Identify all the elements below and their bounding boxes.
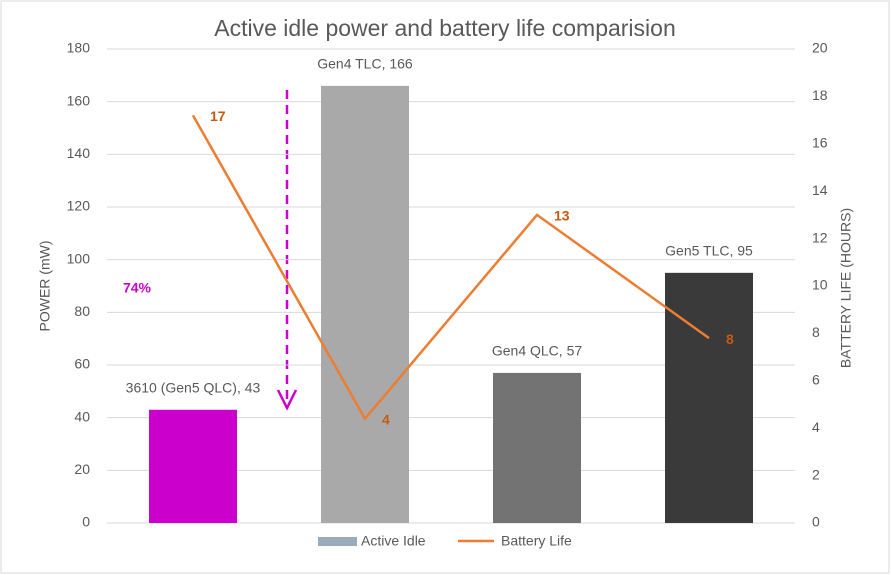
bar <box>493 372 581 523</box>
y2-tick-label: 12 <box>812 229 828 245</box>
y-tick-label: 120 <box>67 198 91 214</box>
y-tick-label: 100 <box>67 250 91 266</box>
y-tick-label: 0 <box>82 514 90 530</box>
line-value-label: 13 <box>554 208 570 224</box>
y2-axis-title: BATTERY LIFE (HOURS) <box>838 208 854 368</box>
bar-value-label: Gen4 QLC, 57 <box>492 343 582 359</box>
y2-tick-label: 16 <box>812 135 828 151</box>
y2-tick-label: 2 <box>812 466 820 482</box>
legend-swatch <box>318 537 357 546</box>
line-value-label: 8 <box>726 331 734 347</box>
y2-tick-label: 14 <box>812 182 828 198</box>
y-tick-label: 40 <box>74 408 90 424</box>
annotation-text: 74% <box>123 280 152 296</box>
y-tick-label: 60 <box>74 356 90 372</box>
chart-title: Active idle power and battery life compa… <box>214 15 676 41</box>
y-tick-label: 20 <box>74 461 90 477</box>
y2-tick-label: 18 <box>812 87 828 103</box>
line <box>191 114 710 421</box>
y2-tick-label: 10 <box>812 277 828 293</box>
y2-tick-label: 4 <box>812 419 820 435</box>
legend-label: Active Idle <box>361 533 426 549</box>
bar-value-label: Gen5 TLC, 95 <box>665 243 753 259</box>
bar-value-label: Gen4 TLC, 166 <box>317 56 413 72</box>
y2-tick-label: 0 <box>812 514 820 530</box>
y-tick-label: 160 <box>67 92 91 108</box>
bar-value-label: 3610 (Gen5 QLC), 43 <box>126 379 261 395</box>
bar <box>321 85 409 523</box>
line-value-label: 17 <box>210 108 226 124</box>
y-tick-label: 80 <box>74 303 90 319</box>
line-value-label: 4 <box>382 411 390 427</box>
bar <box>665 272 753 523</box>
annotation-arrowhead <box>276 389 298 411</box>
legend-label: Battery Life <box>501 533 572 549</box>
y2-tick-label: 20 <box>812 40 828 56</box>
y-tick-label: 140 <box>67 145 91 161</box>
y2-tick-label: 8 <box>812 324 820 340</box>
y-axis-title: POWER (mW) <box>37 241 53 332</box>
y2-tick-label: 6 <box>812 372 820 388</box>
bar <box>149 409 237 523</box>
y-tick-label: 180 <box>67 40 91 56</box>
